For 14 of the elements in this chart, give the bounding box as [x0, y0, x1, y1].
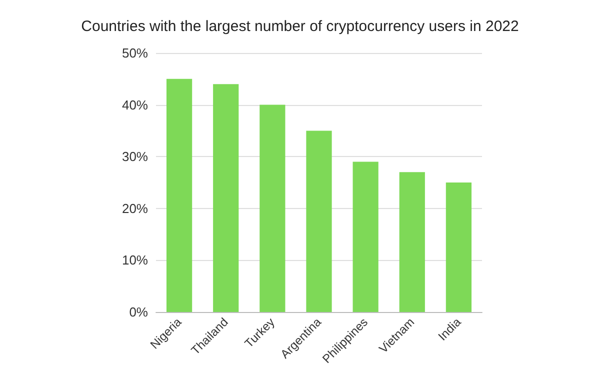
y-tick-label: 30% — [122, 149, 148, 164]
chart-title: Countries with the largest number of cryptocurrency users in 2022 — [81, 18, 519, 35]
bar — [446, 182, 472, 312]
bar — [306, 130, 332, 312]
bar — [166, 78, 192, 312]
bar — [213, 84, 239, 312]
bar — [399, 172, 425, 312]
y-tick-label: 40% — [122, 97, 148, 112]
bar — [352, 162, 378, 312]
y-tick-label: 10% — [122, 252, 148, 268]
bar — [260, 104, 286, 312]
y-tick-label: 50% — [122, 46, 148, 60]
y-tick-label: 20% — [122, 200, 148, 216]
y-tick-label: 0% — [129, 304, 148, 320]
